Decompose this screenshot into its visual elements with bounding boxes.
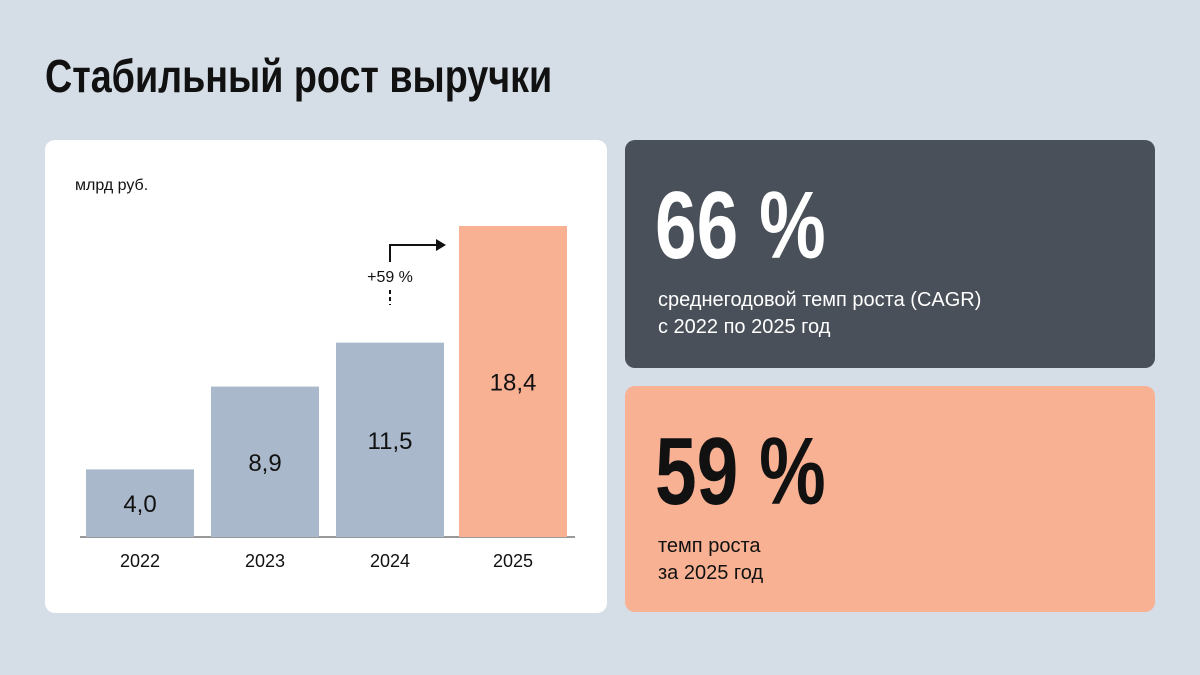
annotation-label: +59 % (367, 269, 413, 286)
stat-caption: за 2025 год (658, 562, 763, 584)
bar (336, 342, 444, 537)
unit-label: млрд руб. (75, 177, 148, 194)
stat-value: 59 % (655, 418, 826, 525)
arrow-head (436, 239, 446, 251)
value-label: 11,5 (368, 428, 413, 455)
stat-card (625, 386, 1155, 612)
value-label: 18,4 (490, 370, 537, 397)
x-tick-label: 2023 (245, 551, 285, 571)
stat-caption: темп роста (658, 535, 761, 557)
x-tick-label: 2025 (493, 551, 533, 571)
annotation-arrow (389, 244, 440, 262)
bar (459, 226, 567, 537)
stat-card (625, 140, 1155, 368)
stat-caption: среднегодовой темп роста (CAGR) (658, 289, 981, 311)
bar (211, 386, 319, 537)
x-tick-label: 2022 (120, 551, 160, 571)
value-label: 4,0 (123, 491, 156, 518)
stat-caption: с 2022 по 2025 год (658, 316, 831, 338)
x-tick-label: 2024 (370, 551, 410, 571)
page-title: Стабильный рост выручки (45, 50, 552, 101)
bar (86, 469, 194, 537)
stat-value: 66 % (655, 172, 826, 279)
value-label: 8,9 (248, 450, 281, 477)
